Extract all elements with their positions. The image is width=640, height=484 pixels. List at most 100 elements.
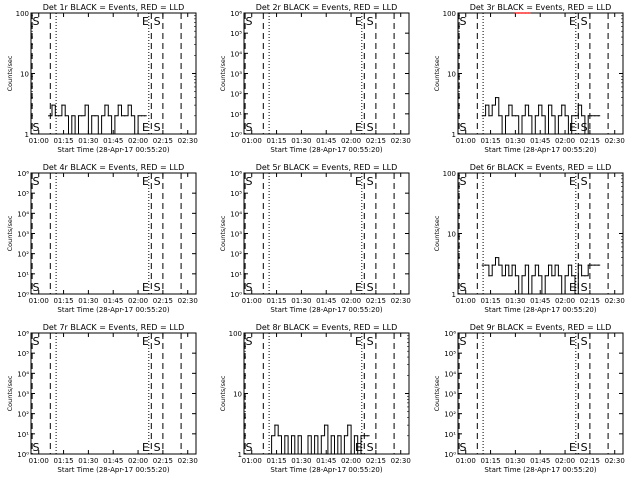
x-tick-label: 02:15	[366, 297, 386, 305]
marker-label-top: S	[367, 335, 374, 348]
y-tick-label: 10¹	[444, 431, 456, 439]
data-point	[508, 275, 510, 277]
y-tick-label: 10	[447, 71, 456, 79]
data-point	[104, 104, 106, 106]
x-tick-label: 01:00	[456, 137, 476, 145]
y-tick-label: 10²	[230, 251, 242, 259]
x-tick-label: 01:15	[53, 297, 73, 305]
x-tick-label: 01:15	[53, 457, 73, 465]
panel-title: Det 3r BLACK = Events, RED = LLD	[470, 3, 612, 12]
marker-label-bottom: S	[246, 121, 253, 134]
x-tick-label: 02:30	[391, 297, 411, 305]
marker-label-bottom: S	[154, 121, 161, 134]
series-events-line	[48, 104, 147, 135]
data-point	[120, 115, 123, 117]
y-tick-label: 10⁶	[444, 330, 456, 338]
panel-det-9: Det 9r BLACK = Events, RED = LLD 10⁰ 10¹ 10…	[433, 323, 625, 474]
data-point	[280, 453, 283, 455]
data-point	[137, 115, 139, 117]
data-point	[571, 115, 573, 117]
data-point	[48, 115, 50, 117]
data-point	[521, 275, 523, 277]
data-point	[528, 115, 530, 117]
data-point	[304, 453, 306, 455]
y-tick-label: 10²	[230, 91, 242, 99]
y-tick-label: 10⁶	[17, 330, 29, 338]
panel-det-8: Det 8r BLACK = Events, RED = LLD 1 10 100 01…	[219, 323, 411, 474]
x-axis-label: Start Time (28-Apr-17 00:55:20)	[270, 466, 382, 474]
y-tick-label: 10⁰	[17, 291, 29, 299]
data-point	[511, 264, 513, 266]
y-axis-label: Counts/sec	[6, 215, 14, 251]
y-tick-label: 100	[16, 10, 29, 18]
x-tick-label: 01:45	[316, 297, 336, 305]
data-point	[353, 435, 355, 437]
marker-label-bottom: E	[355, 281, 362, 294]
panel-title: Det 4r BLACK = Events, RED = LLD	[43, 163, 185, 172]
marker-label-top: E	[569, 175, 576, 188]
y-axis-label: Counts/sec	[6, 55, 14, 91]
panel-det-6: Det 6r BLACK = Events, RED = LLD 1 10 100 01…	[433, 163, 625, 314]
y-tick-label: 10⁵	[444, 350, 456, 358]
marker-label-bottom: S	[367, 121, 374, 134]
marker-label-top: S	[581, 175, 588, 188]
marker-label-top: S	[154, 15, 161, 28]
data-point	[300, 453, 302, 455]
data-point	[554, 133, 556, 135]
x-tick-label: 02:00	[555, 457, 575, 465]
x-tick-label: 02:00	[128, 457, 148, 465]
marker-label-bottom: E	[142, 441, 149, 454]
data-point	[363, 435, 365, 437]
x-tick-label: 01:00	[29, 297, 49, 305]
y-axis-label: Counts/sec	[433, 55, 441, 91]
data-point	[323, 424, 326, 426]
marker-label-bottom: E	[142, 121, 149, 134]
data-point	[577, 264, 579, 266]
y-tick-label: 10⁵	[17, 190, 29, 198]
x-tick-label: 01:45	[103, 457, 123, 465]
y-axis-label: Counts/sec	[6, 375, 14, 411]
marker-label-bottom: E	[569, 281, 576, 294]
marker-label-top: E	[355, 175, 362, 188]
marker-label-bottom: E	[569, 121, 576, 134]
x-tick-label: 02:30	[178, 137, 198, 145]
x-tick-label: 01:15	[53, 137, 73, 145]
marker-label-top: S	[246, 15, 253, 28]
x-tick-label: 02:30	[178, 297, 198, 305]
marker-label-top: S	[367, 175, 374, 188]
x-tick-label: 01:15	[480, 457, 500, 465]
panel-det-4: Det 4r BLACK = Events, RED = LLD 10⁰ 10¹ 10…	[6, 163, 198, 314]
x-tick-label: 01:00	[242, 457, 262, 465]
x-tick-label: 01:45	[316, 137, 336, 145]
marker-label-top: S	[460, 15, 467, 28]
data-point	[521, 115, 523, 117]
y-tick-label: 10⁶	[17, 170, 29, 178]
y-tick-label: 10³	[444, 391, 456, 399]
y-tick-label: 10⁶	[230, 10, 242, 18]
data-point	[310, 453, 312, 455]
y-tick-label: 10⁰	[230, 291, 242, 299]
marker-label-bottom: E	[355, 121, 362, 134]
y-tick-label: 10⁵	[17, 350, 29, 358]
x-tick-label: 02:00	[555, 137, 575, 145]
data-point	[77, 115, 80, 117]
data-point	[574, 115, 576, 117]
x-tick-label: 02:00	[341, 457, 361, 465]
x-tick-label: 01:45	[530, 137, 550, 145]
data-point	[511, 115, 513, 117]
x-tick-label: 02:15	[580, 297, 600, 305]
x-tick-label: 01:30	[291, 137, 311, 145]
data-point	[581, 275, 583, 277]
data-point	[488, 275, 490, 277]
data-point	[528, 293, 530, 295]
data-point	[481, 264, 483, 266]
data-point	[597, 264, 599, 266]
marker-label-top: E	[569, 335, 576, 348]
x-tick-label: 02:15	[580, 457, 600, 465]
marker-label-bottom: S	[33, 281, 40, 294]
marker-label-bottom: E	[142, 281, 149, 294]
data-point	[491, 104, 493, 106]
y-tick-label: 1	[452, 291, 456, 299]
x-tick-label: 01:30	[78, 457, 98, 465]
